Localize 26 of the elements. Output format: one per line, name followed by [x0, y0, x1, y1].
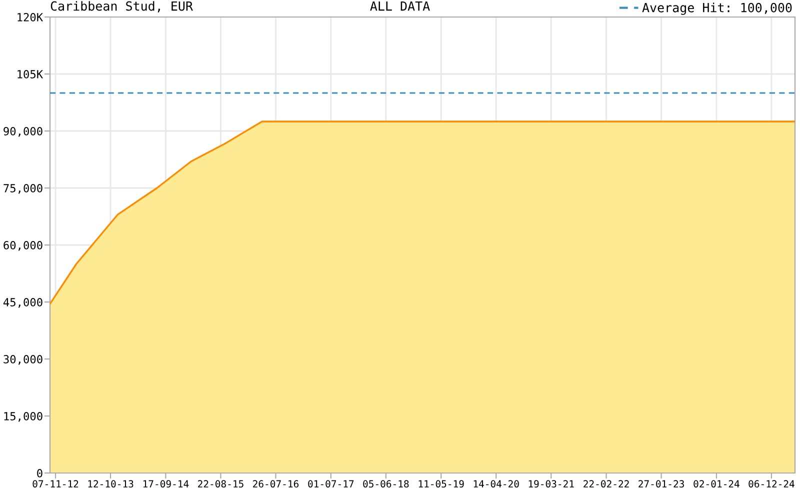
y-tick-label: 0: [37, 469, 42, 478]
x-tick-label: 27-01-23: [638, 480, 684, 488]
x-tick-label: 17-09-14: [143, 480, 189, 488]
x-tick-label: 12-10-13: [88, 480, 134, 488]
x-tick-label: 22-08-15: [198, 480, 244, 488]
chart-title: Caribbean Stud, EUR: [50, 1, 193, 12]
x-tick-label: 01-07-17: [308, 480, 354, 488]
y-tick-label: 45,000: [3, 298, 42, 308]
x-tick-label: 11-05-19: [418, 480, 464, 488]
x-tick-label: 07-11-12: [32, 480, 78, 488]
x-tick-label: 05-06-18: [363, 480, 409, 488]
y-tick-label: 75,000: [4, 184, 42, 194]
x-tick-label: 14-04-20: [474, 480, 519, 488]
legend-label: Average Hit: 100,000: [642, 2, 792, 15]
y-tick-label: 105K: [18, 70, 44, 78]
y-tick-label: 120K: [18, 13, 44, 22]
y-tick-label: 30,000: [4, 355, 42, 365]
x-tick-label: 22-02-22: [584, 480, 629, 488]
x-tick-label: 26-07-16: [253, 480, 299, 488]
x-tick-label: 02-01-24: [694, 480, 740, 488]
y-tick-label: 90,000: [4, 127, 42, 137]
y-tick-label: 15,000: [4, 412, 42, 422]
chart-subtitle: ALL DATA: [370, 1, 430, 11]
x-tick-label: 06-12-24: [748, 480, 794, 488]
y-tick-label: 60,000: [4, 241, 42, 251]
x-tick-label: 19-03-21: [528, 480, 574, 488]
